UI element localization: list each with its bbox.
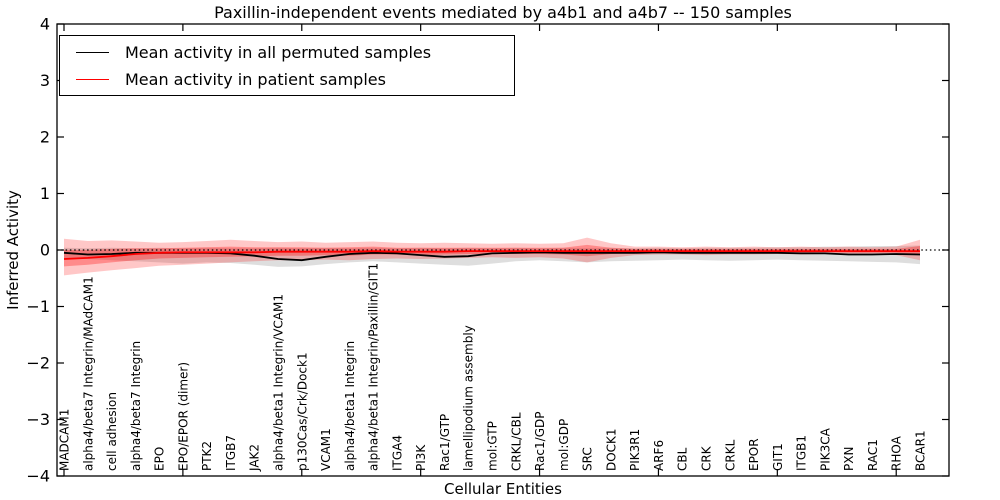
x-tick-label: lamellipodium assembly xyxy=(462,325,476,471)
x-tick-label: CRKL/CBL xyxy=(509,412,523,471)
x-tick-label: RHOA xyxy=(890,435,904,471)
x-tick-label: PXN xyxy=(842,447,856,471)
x-tick-label: alpha4/beta1 Integrin xyxy=(343,341,357,471)
y-tick-label: −4 xyxy=(26,467,50,486)
x-tick-label: Rac1/GDP xyxy=(533,412,547,471)
patient-sample-range-outer-band xyxy=(64,237,920,276)
legend-label-permuted: Mean activity in all permuted samples xyxy=(125,42,432,62)
legend: Mean activity in all permuted samples Me… xyxy=(59,35,515,96)
x-tick-label: PTK2 xyxy=(200,441,214,471)
x-tick-label: JAK2 xyxy=(248,444,262,472)
x-tick-label: SRC xyxy=(581,447,595,471)
x-tick-label: DOCK1 xyxy=(604,428,618,471)
x-tick-label: mol:GTP xyxy=(486,421,500,471)
x-tick-label: ARF6 xyxy=(652,440,666,471)
y-tick-label: 1 xyxy=(40,184,50,203)
legend-label-patient: Mean activity in patient samples xyxy=(125,69,386,89)
x-tick-label: RAC1 xyxy=(866,439,880,471)
y-tick-label: −1 xyxy=(26,297,50,316)
x-tick-label: VCAM1 xyxy=(319,428,333,471)
legend-item: Mean activity in all permuted samples xyxy=(60,39,514,65)
x-tick-label: CRKL xyxy=(723,439,737,471)
y-tick-label: −3 xyxy=(26,410,50,429)
x-tick-label: EPO/EPOR (dimer) xyxy=(176,362,190,471)
x-tick-label: alpha4/beta7 Integrin/MAdCAM1 xyxy=(81,276,95,471)
x-tick-label: alpha4/beta1 Integrin/VCAM1 xyxy=(272,294,286,471)
x-tick-label: p130Cas/Crk/Dock1 xyxy=(295,352,309,471)
chart-title: Paxillin-independent events mediated by … xyxy=(214,3,792,22)
x-tick-label: Rac1/GTP xyxy=(438,414,452,471)
x-tick-label: CRK xyxy=(700,445,714,471)
patient-mean-line xyxy=(63,250,920,260)
x-tick-label: PIK3R1 xyxy=(628,429,642,471)
y-tick-label: 4 xyxy=(40,15,50,34)
x-tick-label: EPO xyxy=(153,447,167,471)
x-tick-label: ITGA4 xyxy=(390,435,404,471)
x-tick-label: PI3K xyxy=(414,444,428,471)
y-tick-label: −2 xyxy=(26,354,50,373)
x-tick-label: CBL xyxy=(676,447,690,471)
x-tick-label: BCAR1 xyxy=(914,430,928,471)
legend-item: Mean activity in patient samples xyxy=(60,66,514,92)
x-tick-label: cell adhesion xyxy=(105,392,119,471)
x-tick-label: EPOR xyxy=(747,438,761,471)
x-tick-label: mol:GDP xyxy=(557,419,571,471)
x-tick-label: ITGB1 xyxy=(795,435,809,471)
y-tick-label: 0 xyxy=(40,241,50,260)
x-axis-label: Cellular Entities xyxy=(444,480,562,498)
x-tick-label: ITGB7 xyxy=(224,435,238,471)
permuted-line-sample-icon xyxy=(76,51,109,53)
x-tick-label: MADCAM1 xyxy=(58,409,72,471)
x-tick-label: GIT1 xyxy=(771,443,785,471)
x-tick-label: alpha4/beta1 Integrin/Paxillin/GIT1 xyxy=(367,263,381,471)
y-tick-label: 3 xyxy=(40,71,50,90)
x-tick-label: PIK3CA xyxy=(818,427,832,471)
y-tick-label: 2 xyxy=(40,128,50,147)
patient-line-sample-icon xyxy=(76,78,109,80)
x-tick-label: alpha4/beta7 Integrin xyxy=(129,341,143,471)
